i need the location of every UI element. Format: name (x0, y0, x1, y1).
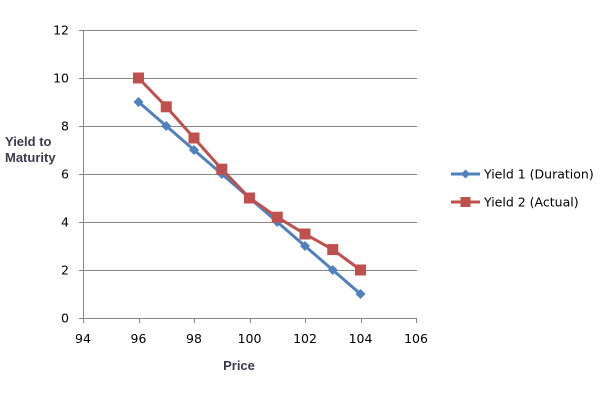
data-point-square[interactable] (271, 211, 283, 223)
x-tick-label: 98 (186, 331, 202, 346)
legend-item-yield-1[interactable]: Yield 1 (Duration) (451, 167, 594, 182)
y-tick-label: 8 (61, 119, 69, 134)
y-tick-label: 4 (61, 215, 69, 230)
legend-label-yield-1: Yield 1 (Duration) (483, 167, 594, 182)
y-axis-title-line-1: Yield to (5, 134, 52, 149)
gridlines (79, 30, 417, 271)
y-tick-label: 10 (53, 71, 69, 86)
x-tick-label: 104 (349, 331, 373, 346)
x-axis-tick-labels: 94 96 98 100 102 104 106 (75, 331, 428, 346)
data-point-diamond[interactable] (133, 97, 144, 107)
data-point-square[interactable] (216, 163, 228, 175)
y-tick-label: 12 (53, 23, 69, 38)
data-point-square[interactable] (355, 264, 366, 276)
data-point-square[interactable] (160, 101, 172, 113)
legend-item-yield-2[interactable]: Yield 2 (Actual) (451, 195, 579, 210)
axes (79, 30, 417, 323)
y-axis-title-line-2: Maturity (5, 150, 56, 165)
series-layer (133, 72, 366, 299)
x-axis-title: Price (223, 358, 255, 373)
y-axis-title: Yield to Maturity (5, 134, 56, 165)
data-point-diamond[interactable] (189, 145, 199, 155)
diamond-marker-icon (461, 169, 470, 179)
data-point-square[interactable] (327, 244, 339, 256)
data-point-square[interactable] (188, 132, 200, 144)
square-marker-icon (460, 197, 471, 207)
y-tick-label: 6 (61, 167, 69, 182)
data-point-square[interactable] (244, 192, 255, 204)
data-point-diamond[interactable] (161, 121, 172, 131)
data-point-diamond[interactable] (300, 241, 310, 251)
legend-label-yield-2: Yield 2 (Actual) (483, 195, 579, 210)
y-tick-label: 0 (61, 311, 69, 326)
data-point-diamond[interactable] (355, 289, 366, 299)
data-point-diamond[interactable] (327, 265, 338, 275)
x-tick-label: 100 (238, 331, 262, 346)
x-tick-label: 96 (131, 331, 147, 346)
y-axis-tick-labels: 0 2 4 6 8 10 12 (53, 23, 69, 326)
x-tick-label: 94 (75, 331, 91, 346)
x-tick-label: 102 (293, 331, 317, 346)
data-point-square[interactable] (299, 228, 311, 240)
legend: Yield 1 (Duration) Yield 2 (Actual) (451, 167, 594, 210)
y-tick-label: 2 (61, 263, 69, 278)
series-2 (133, 72, 366, 276)
data-point-square[interactable] (133, 72, 144, 84)
x-tick-label: 106 (404, 331, 428, 346)
